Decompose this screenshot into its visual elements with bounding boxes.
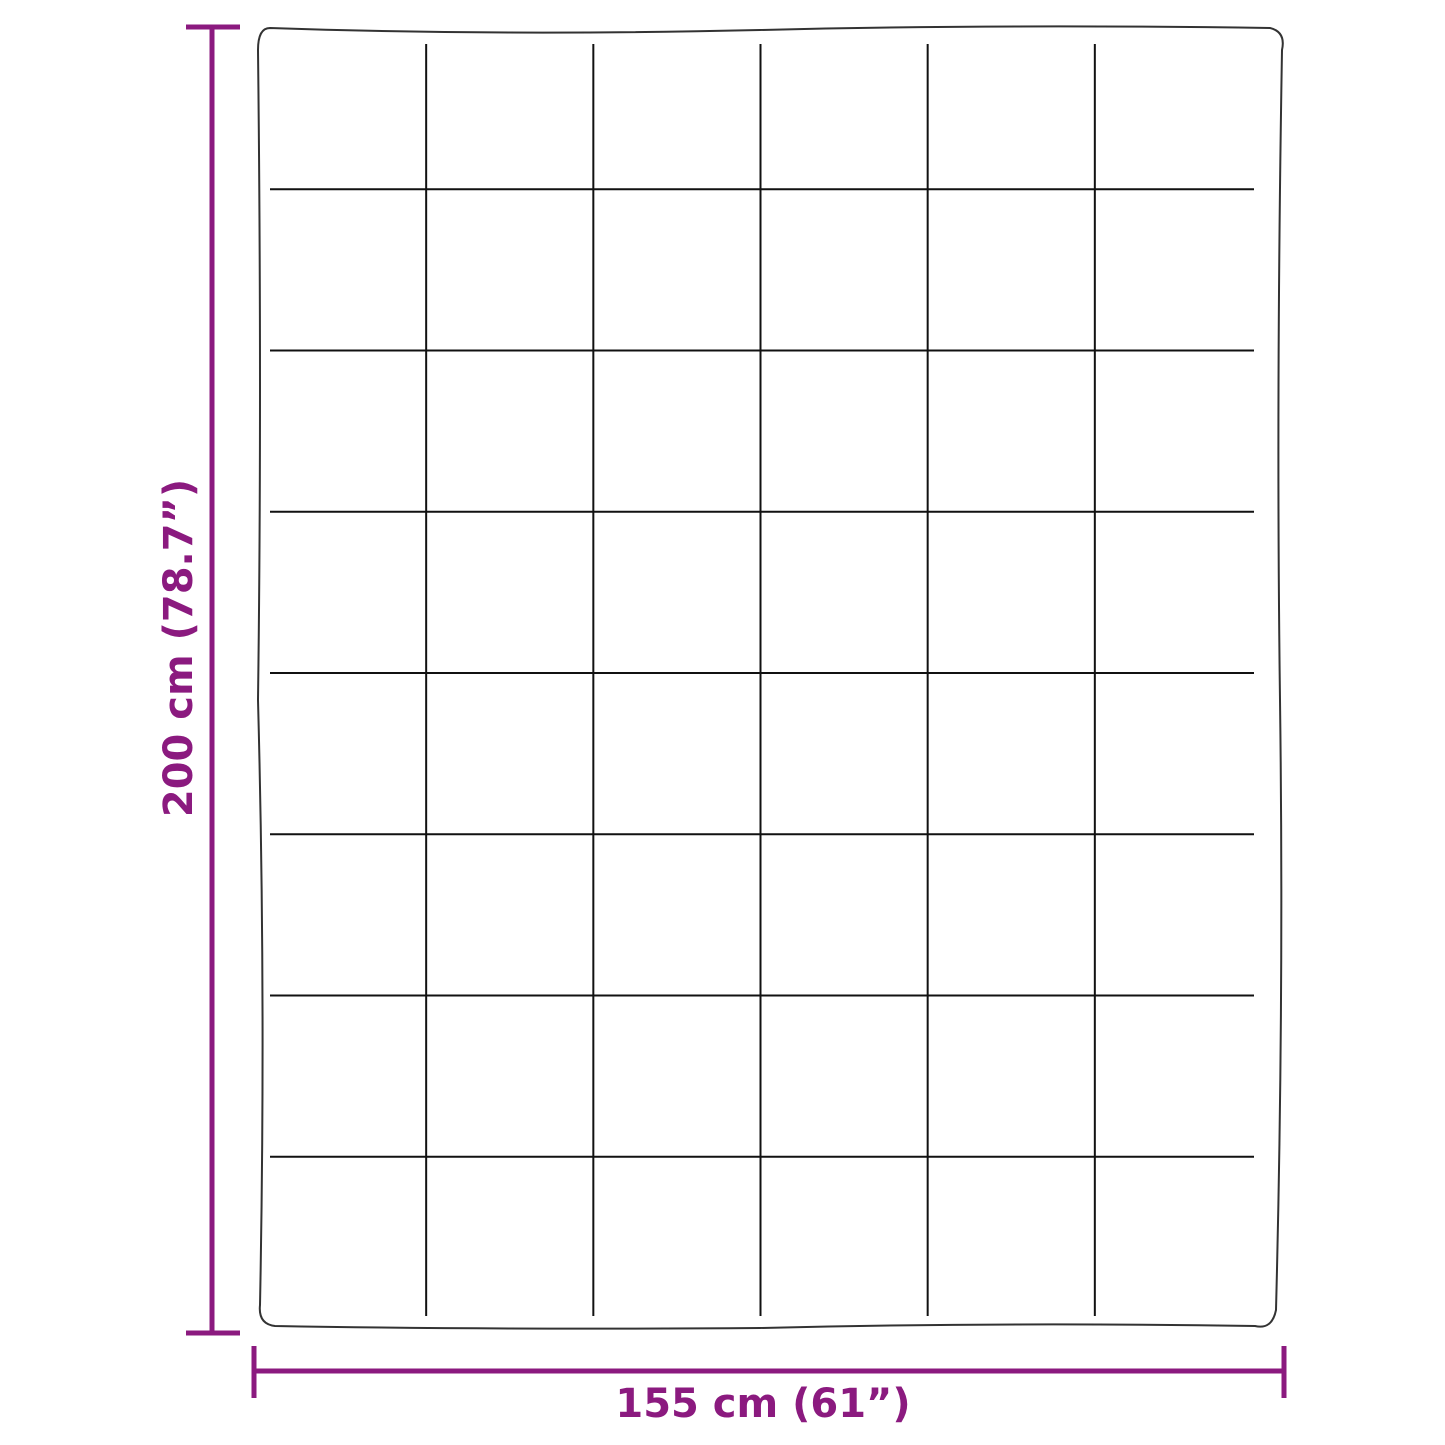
height-dimension-line (186, 24, 240, 1336)
quilt-stitch-grid (270, 44, 1254, 1316)
width-dimension-line (251, 1346, 1287, 1398)
blanket-outline (256, 25, 1284, 1330)
width-label: 155 cm (61”) (615, 1381, 910, 1427)
height-label: 200 cm (78.7”) (156, 479, 202, 817)
